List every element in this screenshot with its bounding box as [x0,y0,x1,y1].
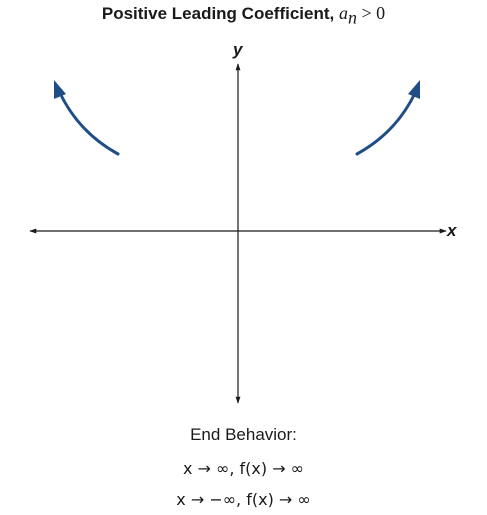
coefficient-condition: > 0 [356,3,386,23]
end-behavior-negative-x: x → −∞, f(x) → ∞ [176,490,311,509]
y-axis-label: y [232,40,244,59]
right-end-arrowhead [408,80,420,99]
right-end-curve [355,89,418,156]
end-behavior-positive-x: x → ∞, f(x) → ∞ [182,459,305,478]
diagram-title: Positive Leading Coefficient, an > 0 [0,3,487,28]
x-axis-label: x [446,221,458,240]
left-end-arrowhead [54,80,66,99]
coefficient-symbol: a [338,3,348,23]
left-end-curve [57,89,120,156]
title-text: Positive Leading Coefficient, [101,4,335,23]
coefficient-subscript: n [347,7,357,28]
end-behavior-heading: End Behavior: [190,425,297,444]
